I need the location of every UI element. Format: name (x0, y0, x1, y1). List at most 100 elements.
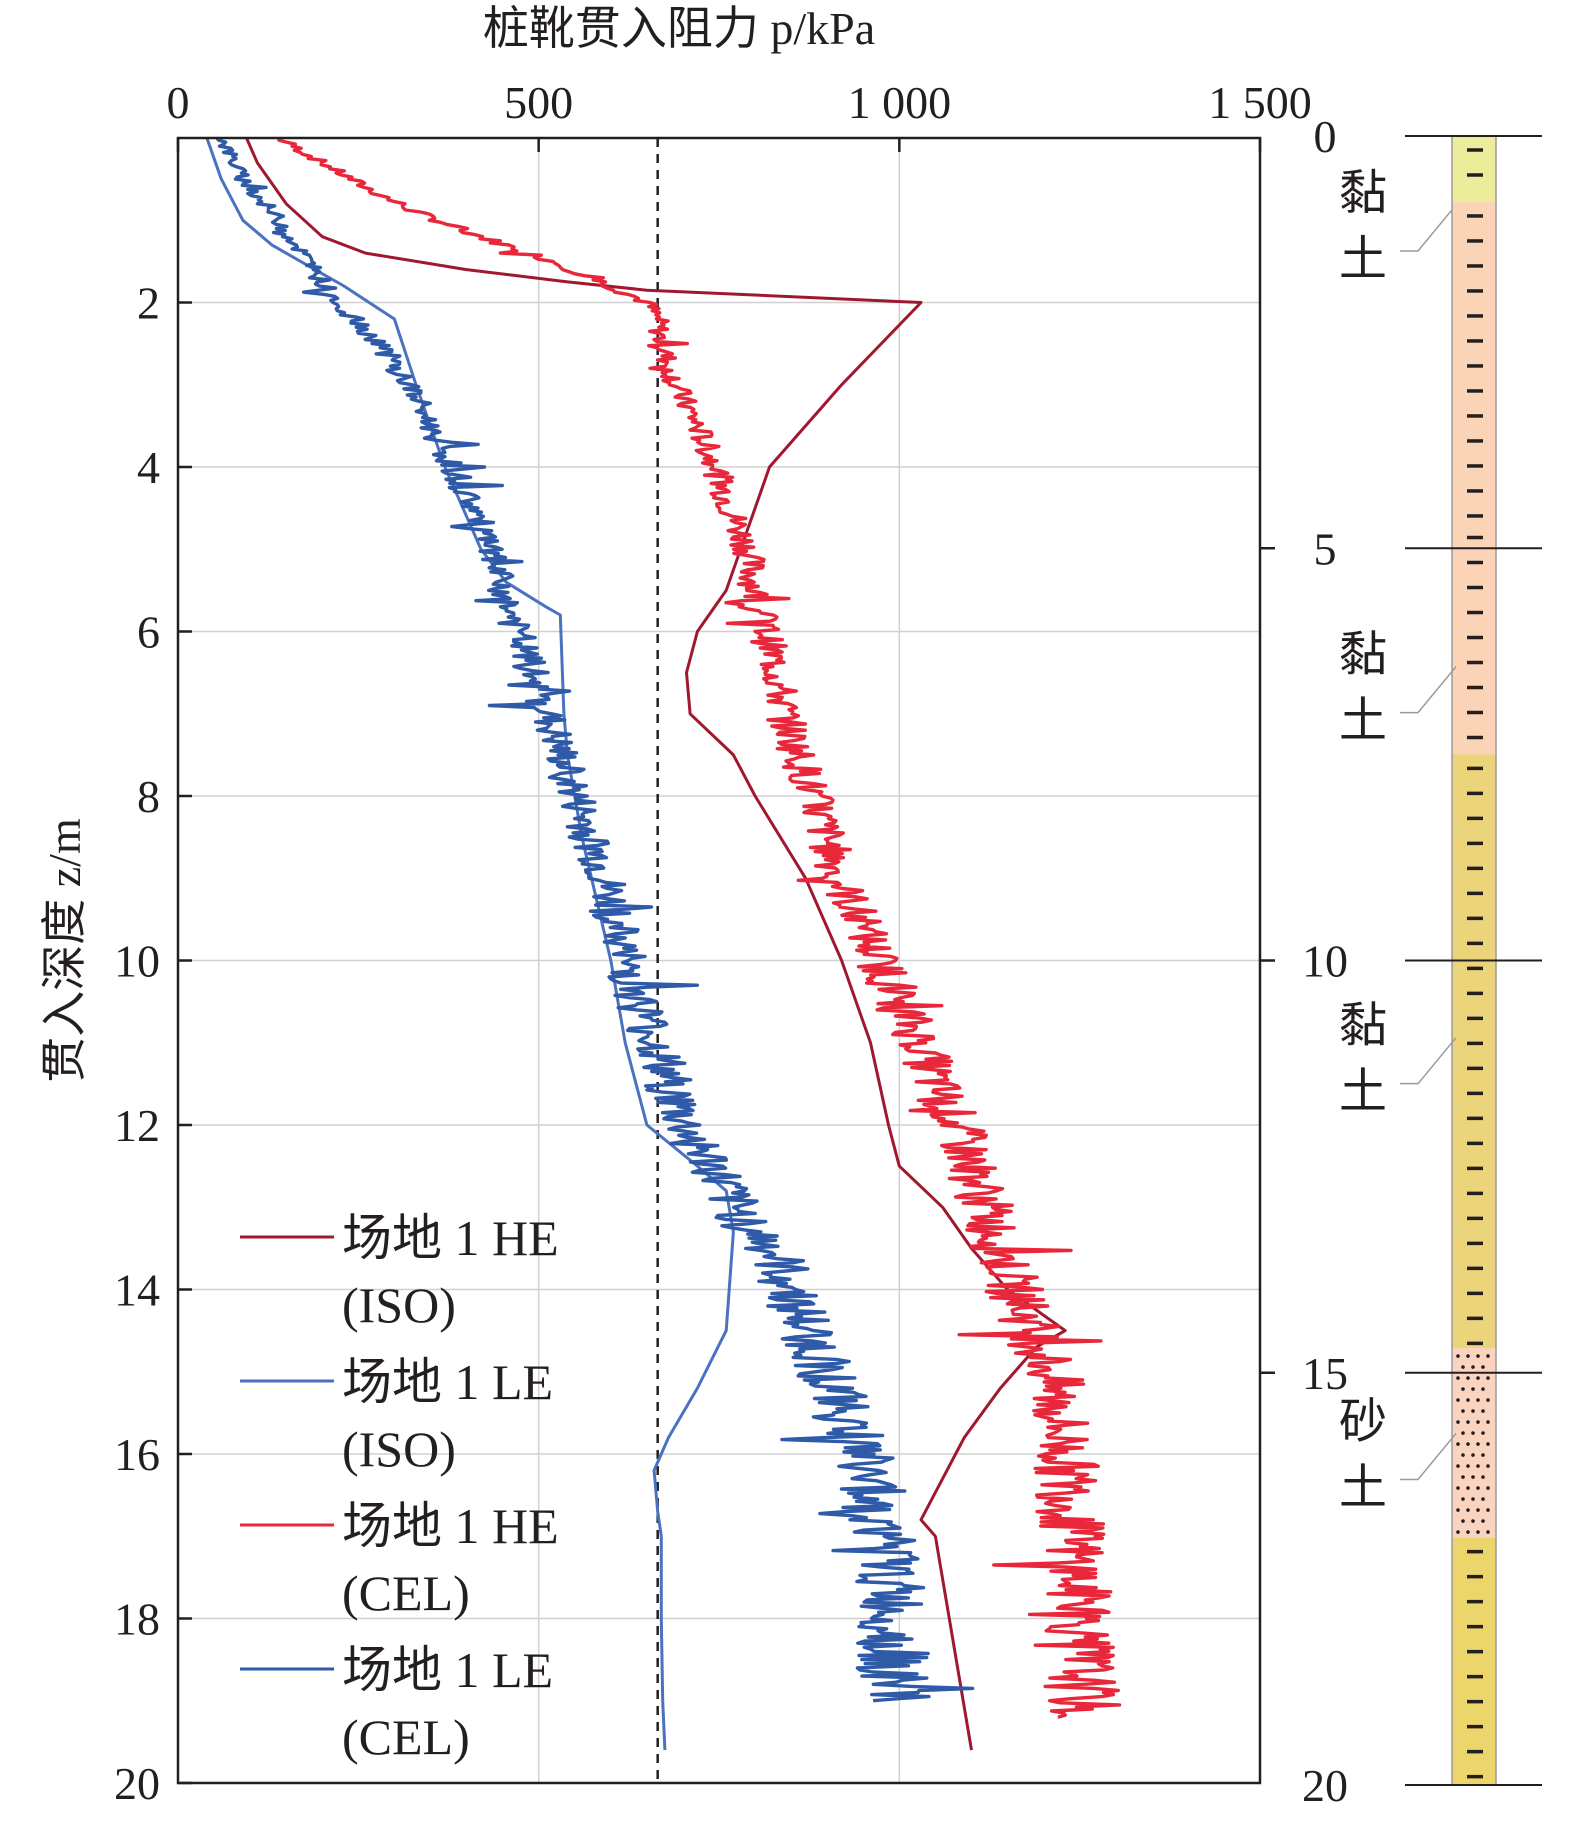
soil-dot (1486, 1530, 1490, 1534)
legend-label-suffix-2: (CEL) (342, 1565, 470, 1621)
soil-dot (1471, 1387, 1475, 1391)
soil-dot (1481, 1453, 1485, 1457)
y-axis-title: 贯入深度 z/m (39, 818, 90, 1083)
soil-dot (1461, 1475, 1465, 1479)
soil-tick-label-1: 5 (1314, 523, 1337, 574)
soil-leader-2 (1400, 666, 1457, 714)
y-tick-label-9: 18 (114, 1594, 160, 1645)
series-line-2 (277, 137, 1122, 1719)
y-tick-label-10: 20 (114, 1758, 160, 1809)
soil-dot (1486, 1420, 1490, 1424)
soil-dot (1456, 1442, 1460, 1446)
soil-dot (1456, 1376, 1460, 1380)
soil-dot (1476, 1398, 1480, 1402)
soil-dot (1461, 1365, 1465, 1369)
y-tick-label-2: 4 (137, 442, 160, 493)
soil-dot (1471, 1431, 1475, 1435)
soil-dot (1486, 1398, 1490, 1402)
soil-label-3: 黏土 (1339, 1000, 1387, 1119)
legend-label-2: 场地 1 HE (342, 1498, 559, 1554)
soil-dot (1466, 1530, 1470, 1534)
soil-dot (1481, 1409, 1485, 1413)
y-tick-label-8: 16 (114, 1429, 160, 1480)
soil-dot (1461, 1453, 1465, 1457)
soil-dot (1486, 1486, 1490, 1490)
legend-label-suffix-1: (ISO) (342, 1421, 456, 1477)
soil-dot (1461, 1431, 1465, 1435)
grid-lines (178, 138, 1260, 1783)
legend-label-1: 场地 1 LE (342, 1354, 553, 1410)
soil-leader-4 (1400, 1432, 1457, 1481)
series-line-0 (245, 137, 1067, 1751)
soil-dot (1476, 1486, 1480, 1490)
soil-dot (1471, 1519, 1475, 1523)
soil-dot (1481, 1387, 1485, 1391)
soil-label-4: 砂土 (1339, 1395, 1387, 1514)
series-lines (205, 136, 1122, 1751)
series-line-3 (215, 136, 975, 1703)
y-tick-label-6: 12 (114, 1100, 160, 1151)
soil-dot (1461, 1519, 1465, 1523)
x-tick-label-1: 500 (504, 77, 573, 128)
soil-leader-3 (1400, 1037, 1457, 1085)
soil-dot (1486, 1442, 1490, 1446)
soil-dot (1466, 1376, 1470, 1380)
soil-dot (1481, 1431, 1485, 1435)
y-tick-label-1: 2 (137, 278, 160, 329)
soil-dot (1471, 1365, 1475, 1369)
soil-dot (1476, 1464, 1480, 1468)
soil-dot (1486, 1354, 1490, 1358)
soil-dot (1461, 1497, 1465, 1501)
soil-dot (1481, 1365, 1485, 1369)
soil-dot (1476, 1442, 1480, 1446)
soil-dot (1486, 1376, 1490, 1380)
soil-dot (1486, 1464, 1490, 1468)
soil-layer-0 (1452, 136, 1496, 202)
soil-leader-0 (1400, 204, 1457, 252)
soil-label-2: 黏土 (1339, 629, 1387, 748)
soil-dot (1466, 1486, 1470, 1490)
soil-dot (1456, 1464, 1460, 1468)
soil-label-0: 黏土 (1339, 167, 1387, 286)
soil-dot (1466, 1508, 1470, 1512)
soil-dot (1456, 1530, 1460, 1534)
x-tick-label-2: 1 000 (848, 77, 952, 128)
x-tick-label-0: 0 (167, 77, 190, 128)
soil-dot (1456, 1508, 1460, 1512)
soil-dot (1481, 1497, 1485, 1501)
soil-layer-5 (1452, 1537, 1496, 1785)
soil-dot (1461, 1387, 1465, 1391)
soil-dot (1476, 1420, 1480, 1424)
y-tick-label-7: 14 (114, 1265, 160, 1316)
soil-layer-1 (1452, 201, 1496, 524)
soil-tick-label-3: 15 (1302, 1348, 1348, 1399)
soil-dot (1476, 1376, 1480, 1380)
legend-label-suffix-0: (ISO) (342, 1277, 456, 1333)
soil-dot (1456, 1398, 1460, 1402)
x-tick-label-3: 1 500 (1208, 77, 1312, 128)
soil-tick-label-2: 10 (1302, 936, 1348, 987)
soil-dot (1476, 1354, 1480, 1358)
soil-dot (1466, 1442, 1470, 1446)
soil-dot (1471, 1453, 1475, 1457)
soil-dot (1481, 1475, 1485, 1479)
legend-label-0: 场地 1 HE (342, 1210, 559, 1266)
soil-dot (1466, 1420, 1470, 1424)
soil-dot (1471, 1497, 1475, 1501)
y-tick-label-5: 10 (114, 936, 160, 987)
soil-dot (1486, 1508, 1490, 1512)
soil-dot (1466, 1398, 1470, 1402)
legend-label-suffix-3: (CEL) (342, 1709, 470, 1765)
soil-layer-3 (1452, 754, 1496, 1349)
axis-ticks: 0 500 1 000 1 500 2 4 6 8 10 12 14 16 18 20 (114, 77, 1312, 1809)
soil-dot (1476, 1508, 1480, 1512)
soil-dot (1456, 1486, 1460, 1490)
soil-dot (1466, 1464, 1470, 1468)
soil-dot (1471, 1409, 1475, 1413)
soil-tick-label-4: 20 (1302, 1760, 1348, 1811)
legend: 场地 1 HE (ISO) 场地 1 LE (ISO) 场地 1 HE (CEL) 场地 1… (240, 1210, 559, 1765)
y-tick-label-4: 8 (137, 771, 160, 822)
soil-tick-label-0: 0 (1314, 111, 1337, 162)
legend-label-3: 场地 1 LE (342, 1642, 553, 1698)
